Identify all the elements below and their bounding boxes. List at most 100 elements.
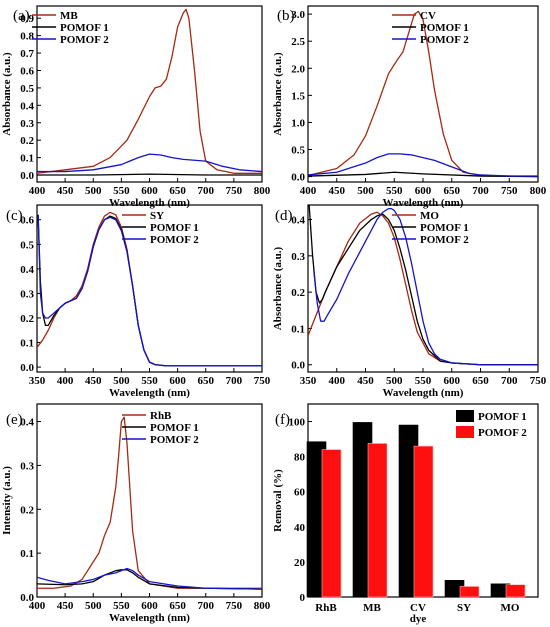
legend-entry: POMOF 1: [420, 22, 469, 34]
y-tick-label: 0.6: [20, 215, 34, 227]
x-tick-label: 550: [113, 185, 130, 197]
x-axis-label: dye: [410, 613, 427, 625]
bar-pomof-2-sy: [459, 586, 480, 598]
x-axis-label: Wavelength (nm): [383, 197, 464, 209]
y-tick-label: 0.1: [20, 153, 34, 165]
y-tick-label: 0.2: [20, 135, 34, 147]
x-tick-label: 700: [472, 185, 489, 197]
legend-entry: CV: [420, 10, 436, 22]
y-tick-label: 0.5: [291, 145, 305, 157]
x-tick-label: 400: [57, 375, 74, 387]
x-tick-label: 500: [113, 375, 130, 387]
y-tick-label: 0.2: [291, 287, 305, 299]
x-axis-label: Wavelength (nm): [109, 387, 190, 399]
y-tick-label: 0.3: [20, 288, 34, 300]
x-tick-label: 650: [444, 185, 461, 197]
panel-label: (f): [275, 412, 290, 428]
x-tick-label: 650: [169, 185, 186, 197]
x-axis-label: Wavelength (nm): [109, 612, 190, 624]
y-tick-label: 0.7: [20, 48, 34, 60]
x-tick-label: 650: [198, 375, 215, 387]
panel-f: 0 20 40 60 80 100 Removal (%) (f) RhB MB CV SY MO dye…: [272, 403, 539, 625]
x-tick-label: 800: [530, 185, 547, 197]
legend-entry: POMOF 1: [150, 422, 199, 434]
y-tick-label: 0.5: [20, 239, 34, 251]
legend-swatch: [456, 426, 474, 438]
x-axis-label: Wavelength (nm): [109, 197, 190, 209]
panel-label: (a): [13, 8, 30, 24]
y-tick-label: 100: [289, 417, 306, 429]
series-line-pomof-2: [37, 153, 262, 173]
y-tick-label: 0.4: [20, 100, 34, 112]
y-tick-label: 0.0: [20, 592, 34, 604]
x-tick-label: 550: [141, 375, 158, 387]
y-tick-label: 2.5: [291, 36, 305, 48]
x-category-label: RhB: [315, 602, 337, 614]
series-line-pomof-2: [308, 153, 538, 177]
x-tick-label: 500: [85, 185, 102, 197]
x-tick-label: 450: [57, 185, 74, 197]
legend-entry: POMOF 1: [60, 22, 109, 34]
y-axis-label: Absorbance (a.u.): [1, 52, 13, 136]
x-tick-label: 350: [300, 375, 317, 387]
x-tick-label: 750: [501, 185, 518, 197]
y-tick-label: 1.5: [291, 90, 305, 102]
x-tick-label: 400: [329, 375, 346, 387]
legend-entry: SY: [150, 210, 164, 222]
x-tick-label: 750: [226, 600, 243, 612]
y-tick-label: 3.0: [291, 9, 305, 21]
y-tick-label: 0: [300, 592, 306, 604]
x-category-label: SY: [457, 602, 471, 614]
x-tick-label: 700: [198, 185, 215, 197]
x-tick-label: 650: [472, 375, 489, 387]
legend-entry: POMOF 1: [478, 411, 527, 423]
legend-entry: RhB: [150, 410, 172, 422]
x-tick-label: 400: [29, 185, 46, 197]
y-tick-label: 0.1: [20, 548, 34, 560]
x-tick-label: 800: [254, 185, 271, 197]
bar-pomof-2-mo: [505, 584, 526, 598]
y-tick-label: 0.5: [20, 83, 34, 95]
panel-a: 0.0 0.1 0.2 0.3 0.4 0.5 0.6 0.7 0.8 0.9 Absorbance…: [1, 5, 271, 209]
x-tick-label: 500: [357, 185, 374, 197]
y-tick-label: 0.0: [291, 360, 305, 372]
x-tick-label: 550: [386, 185, 403, 197]
x-category-label: CV: [410, 602, 426, 614]
x-tick-label: 550: [113, 600, 130, 612]
x-category-label: MO: [501, 602, 520, 614]
x-tick-label: 500: [85, 600, 102, 612]
x-tick-label: 650: [169, 600, 186, 612]
legend-swatch: [456, 410, 474, 422]
x-tick-label: 600: [415, 185, 432, 197]
panel-c: 0.0 0.1 0.2 0.3 0.4 0.5 0.6(c) 350 400 450 500 550 6…: [6, 204, 271, 399]
x-axis-label: Wavelength (nm): [383, 387, 464, 399]
series-line-pomof-1: [308, 171, 538, 178]
y-tick-label: 0.3: [20, 118, 34, 130]
bar-pomof-2-cv: [413, 445, 434, 598]
series-line-pomof-2: [37, 567, 262, 590]
x-category-label: MB: [363, 602, 381, 614]
panel-label: (c): [6, 208, 23, 224]
x-tick-label: 700: [501, 375, 518, 387]
y-tick-label: 0.0: [20, 362, 34, 374]
series-line-pomof-1: [308, 205, 538, 366]
x-tick-label: 750: [254, 375, 271, 387]
y-tick-label: 0.9: [20, 13, 34, 25]
x-tick-label: 800: [254, 600, 271, 612]
x-tick-label: 600: [141, 600, 158, 612]
legend-entry: POMOF 2: [150, 234, 199, 246]
x-tick-label: 400: [29, 600, 46, 612]
x-tick-label: 700: [198, 600, 215, 612]
series-line-pomof-1: [37, 173, 262, 176]
series-line-pomof-2: [37, 214, 262, 367]
x-tick-label: 500: [386, 375, 403, 387]
x-tick-label: 600: [444, 375, 461, 387]
y-axis-label: Intensity (a.u.): [1, 466, 13, 535]
y-tick-label: 0.1: [20, 338, 34, 350]
x-tick-label: 450: [329, 185, 346, 197]
x-tick-label: 600: [169, 375, 186, 387]
legend-entry: POMOF 1: [420, 222, 469, 234]
x-tick-label: 750: [226, 185, 243, 197]
bar-pomof-2-mb: [367, 443, 388, 598]
y-tick-label: 1.0: [291, 117, 305, 129]
